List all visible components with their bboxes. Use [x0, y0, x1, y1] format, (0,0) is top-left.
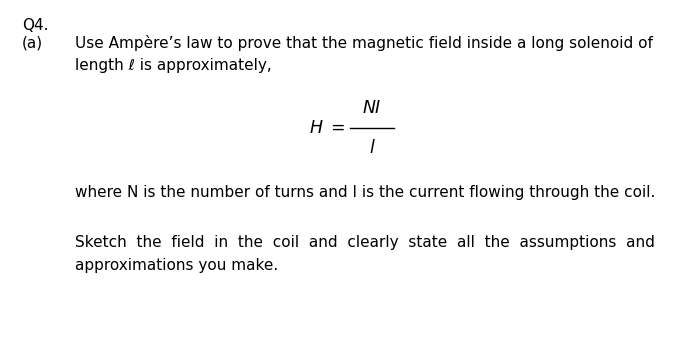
Text: Sketch  the  field  in  the  coil  and  clearly  state  all  the  assumptions  a: Sketch the field in the coil and clearly…	[75, 235, 655, 250]
Text: approximations you make.: approximations you make.	[75, 258, 278, 273]
Text: (a): (a)	[22, 35, 43, 50]
Text: Q4.: Q4.	[22, 18, 48, 33]
Text: Use Ampère’s law to prove that the magnetic field inside a long solenoid of: Use Ampère’s law to prove that the magne…	[75, 35, 653, 51]
Text: $l$: $l$	[368, 139, 375, 157]
Text: $NI$: $NI$	[362, 99, 382, 117]
Text: where N is the number of turns and I is the current flowing through the coil.: where N is the number of turns and I is …	[75, 185, 656, 200]
Text: $H\;=$: $H\;=$	[309, 119, 345, 137]
Text: length ℓ is approximately,: length ℓ is approximately,	[75, 58, 272, 73]
